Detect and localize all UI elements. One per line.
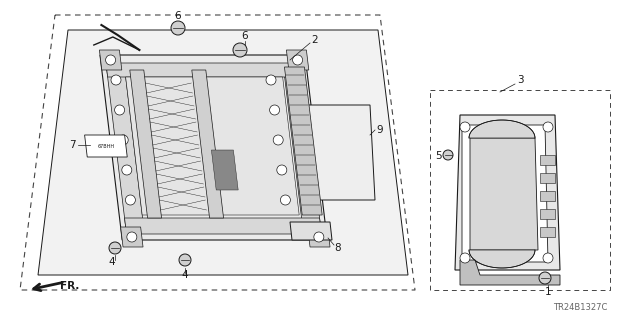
Polygon shape [106,65,144,230]
Polygon shape [100,55,327,240]
Polygon shape [284,65,321,230]
Circle shape [460,253,470,263]
Polygon shape [125,77,300,215]
Polygon shape [540,227,555,237]
Polygon shape [99,50,122,70]
Circle shape [106,55,116,65]
Text: 6: 6 [242,31,248,41]
Text: 6: 6 [175,11,181,21]
Text: 7: 7 [68,140,76,150]
Polygon shape [308,227,330,247]
Circle shape [233,43,247,57]
Polygon shape [84,135,127,157]
Text: 4: 4 [109,257,115,267]
Circle shape [273,135,284,145]
Circle shape [280,195,291,205]
Circle shape [443,150,453,160]
Polygon shape [38,30,408,275]
Text: 9: 9 [377,125,383,135]
Circle shape [269,105,280,115]
Polygon shape [462,125,548,262]
Polygon shape [211,150,238,190]
Polygon shape [469,120,535,138]
Text: 1: 1 [545,287,551,297]
Polygon shape [121,227,143,247]
Text: 5: 5 [435,151,442,161]
Circle shape [125,195,136,205]
Polygon shape [192,70,223,218]
Text: 2: 2 [312,35,318,45]
Polygon shape [125,218,321,234]
Circle shape [460,122,470,132]
Circle shape [292,55,303,65]
Polygon shape [287,50,309,70]
Text: 67BHH: 67BHH [97,143,115,148]
Circle shape [277,165,287,175]
Polygon shape [106,63,303,77]
Polygon shape [540,191,555,201]
Circle shape [539,272,551,284]
Circle shape [115,105,125,115]
Circle shape [127,232,137,242]
Circle shape [266,75,276,85]
Circle shape [314,232,324,242]
Circle shape [111,75,121,85]
Circle shape [543,122,553,132]
Text: FR.: FR. [60,281,79,291]
Text: 4: 4 [182,270,188,280]
Circle shape [109,242,121,254]
Polygon shape [460,260,560,285]
Polygon shape [305,105,375,200]
Polygon shape [540,209,555,219]
Polygon shape [540,173,555,183]
Polygon shape [540,155,555,165]
Circle shape [122,165,132,175]
Polygon shape [130,70,161,218]
Text: 8: 8 [335,243,341,253]
Polygon shape [469,250,535,268]
Polygon shape [470,138,538,250]
Polygon shape [284,67,322,215]
Circle shape [543,253,553,263]
Circle shape [179,254,191,266]
Circle shape [171,21,185,35]
Circle shape [118,135,128,145]
Polygon shape [290,222,332,240]
Text: 3: 3 [516,75,524,85]
Polygon shape [455,115,560,270]
Text: TR24B1327C: TR24B1327C [553,303,607,313]
